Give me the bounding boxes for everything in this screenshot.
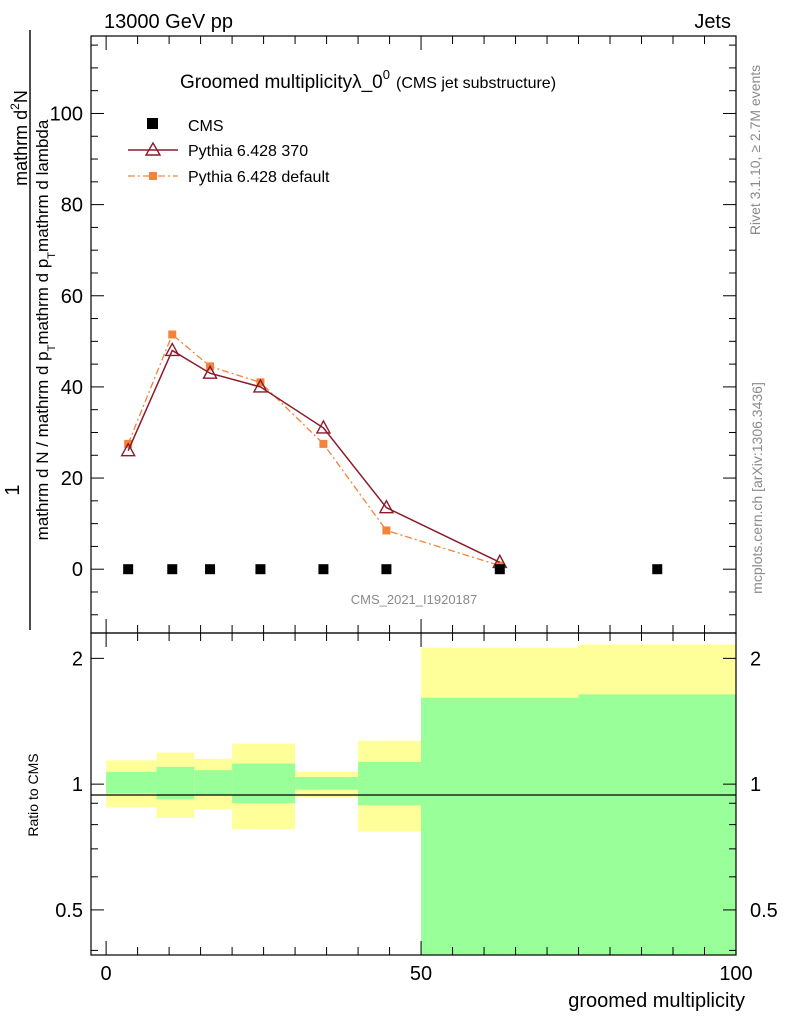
ylabel-denom-sub2: T xyxy=(46,252,58,259)
series-line-pythia-default xyxy=(127,333,500,567)
point-pythia-370-4 xyxy=(315,419,332,434)
legend: CMS Pythia 6.428 370 Pythia 6.428 defaul… xyxy=(128,118,330,186)
main-series xyxy=(120,330,663,575)
ratio-band-green-7 xyxy=(578,694,736,955)
ylabel-numerator: mathrm d2N xyxy=(8,90,31,186)
ratio-xtick-label: 0 xyxy=(101,963,112,985)
point-cms-7 xyxy=(652,564,663,575)
point-pythia-370-1 xyxy=(164,341,180,357)
tick-labels: 0 20 40 60 80 100 0 50 100 0.5 0.5 1 1 2 2 xyxy=(50,103,778,985)
main-ytick-label: 60 xyxy=(61,286,83,308)
legend-label-pythia-default: Pythia 6.428 default xyxy=(188,169,330,186)
legend-label-pythia-370: Pythia 6.428 370 xyxy=(188,143,308,160)
ylabel-numerator-tail: N xyxy=(11,90,31,103)
point-cms-0 xyxy=(123,564,134,575)
rivet-label: Rivet 3.1.10, ≥ 2.7M events xyxy=(747,65,763,235)
main-ytick-label: 100 xyxy=(50,103,83,125)
axis-ticks xyxy=(91,36,737,955)
point-pythia-370-2 xyxy=(202,364,218,379)
chart-title-sup: 0 xyxy=(383,67,390,82)
ylabel-denom-c: mathrm d lambda xyxy=(33,119,52,252)
process-label: Jets xyxy=(694,11,731,33)
ratio-xtick-label: 100 xyxy=(719,963,752,985)
ratio-band-green-4 xyxy=(295,777,359,790)
point-cms-1 xyxy=(167,564,178,575)
ylabel-denom-a: mathrm d N / mathrm d p xyxy=(33,351,52,540)
ylabel-denominator: mathrm d N / mathrm d pTmathrm d pTmathr… xyxy=(33,119,58,540)
point-pythia-370-5 xyxy=(378,499,395,514)
point-pythia-default-1 xyxy=(168,330,177,339)
point-cms-4 xyxy=(318,564,329,575)
energy-label: 13000 GeV pp xyxy=(104,11,233,33)
series-line-pythia-370 xyxy=(127,349,501,564)
x-axis-label: groomed multiplicity xyxy=(568,990,745,1012)
ratio-band-green-3 xyxy=(232,763,296,804)
ratio-ylabel: Ratio to CMS xyxy=(25,753,41,836)
point-pythia-370-0 xyxy=(120,442,136,457)
point-pythia-default-5 xyxy=(382,526,391,535)
main-ytick-label: 20 xyxy=(61,468,83,490)
point-cms-2 xyxy=(205,564,216,575)
main-ytick-label: 80 xyxy=(61,195,83,217)
ratio-ytick-label-right: 1 xyxy=(750,774,761,796)
ratio-ytick-label-right: 0.5 xyxy=(750,900,778,922)
point-cms-3 xyxy=(255,564,266,575)
ratio-band-green-6 xyxy=(421,697,579,955)
legend-marker-pythia-370 xyxy=(144,141,162,156)
mcplots-label: mcplots.cern.ch [arXiv:1306.3436] xyxy=(749,382,765,594)
analysis-label: CMS_2021_I1920187 xyxy=(351,592,478,607)
ratio-ytick-label-right: 2 xyxy=(750,648,761,670)
ratio-ytick-label-left: 1 xyxy=(72,774,83,796)
chart-title-note: (CMS jet substructure) xyxy=(396,75,556,92)
ylabel-numerator-sup: 2 xyxy=(8,103,22,110)
ratio-frame xyxy=(90,632,737,956)
chart-title-main: Groomed multiplicityλ_0 xyxy=(180,72,383,93)
ratio-band-green-1 xyxy=(156,766,195,800)
ratio-bands xyxy=(106,644,736,955)
ylabel-denom-sub1: T xyxy=(46,344,58,351)
ratio-ytick-label-left: 0.5 xyxy=(55,900,83,922)
main-ytick-label: 0 xyxy=(72,559,83,581)
main-ylabel: 1 mathrm d2N mathrm d N / mathrm d pTmat… xyxy=(2,30,58,630)
point-pythia-370-3 xyxy=(252,378,269,393)
ratio-xtick-label: 50 xyxy=(410,963,432,985)
legend-marker-pythia-default xyxy=(149,172,157,180)
point-pythia-default-4 xyxy=(319,439,328,448)
main-ytick-label: 40 xyxy=(61,377,83,399)
ylabel-numerator-text: mathrm d xyxy=(11,110,31,186)
point-cms-6 xyxy=(494,564,505,575)
ratio-band-green-0 xyxy=(106,771,157,794)
legend-label-cms: CMS xyxy=(188,118,224,135)
ratio-ytick-label-left: 2 xyxy=(72,648,83,670)
ylabel-denom-b: mathrm d p xyxy=(33,259,52,345)
legend-marker-cms xyxy=(147,118,158,129)
ratio-band-green-2 xyxy=(194,770,233,796)
chart-title: Groomed multiplicityλ_00 (CMS jet substru… xyxy=(180,67,556,93)
point-pythia-default-3 xyxy=(256,378,265,387)
point-cms-5 xyxy=(381,564,392,575)
ylabel-numerator-one: 1 xyxy=(2,484,24,495)
ratio-band-green-5 xyxy=(358,761,422,806)
